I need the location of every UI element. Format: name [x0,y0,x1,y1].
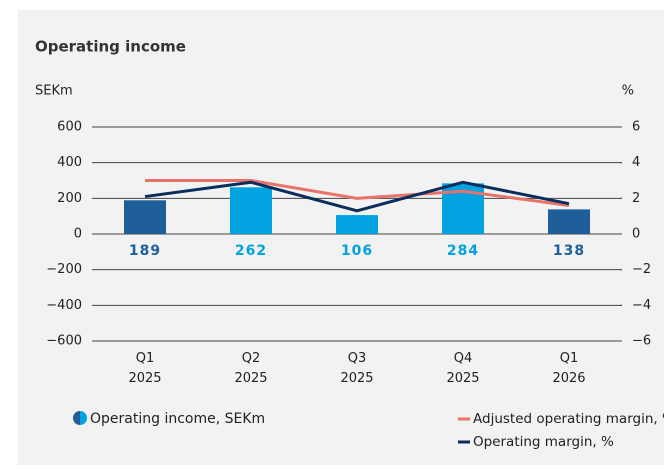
y2-tick-label: −4 [632,298,651,313]
bar [336,215,378,234]
y-tick-label: 200 [57,191,82,206]
x-tick-label: Q3 2025 [340,351,374,386]
bar [230,187,272,234]
legend-label: Operating income, SEKm [90,411,265,427]
panel [18,10,664,465]
y2-tick-label: 6 [632,120,640,135]
line [145,179,570,207]
y-axis-label: SEKm [35,84,73,99]
value-label: 138 [553,243,585,259]
y2-tick-label: 0 [632,227,640,242]
y2-tick-label: 2 [632,191,640,206]
bar [124,200,166,234]
y-tick-label: 600 [57,120,82,135]
legend-icon [80,411,87,425]
x-tick-label: Q1 2025 [128,351,162,386]
y2-axis-label: % [622,84,634,99]
x-tick-label: Q2 2025 [234,351,268,386]
legend-icon [73,411,80,425]
x-tick-label: Q1 2026 [552,351,586,386]
y-tick-label: −600 [46,334,82,349]
bar [548,209,590,234]
x-tick-label: Q4 2025 [446,351,480,386]
y2-tick-label: −6 [632,334,651,349]
y2-tick-label: 4 [632,155,640,170]
value-label: 106 [341,243,373,259]
legend-label: Operating margin, % [473,434,614,450]
y2-tick-label: −2 [632,262,651,277]
y-tick-label: −200 [46,262,82,277]
legend-label: Adjusted operating margin, % [473,411,664,427]
value-label: 189 [129,243,161,259]
y-tick-label: −400 [46,298,82,313]
y-tick-label: 0 [74,227,82,242]
value-label: 262 [235,243,267,259]
value-label: 284 [447,243,479,259]
line [144,180,570,213]
chart-title: Operating income [35,38,186,56]
y-tick-label: 400 [57,155,82,170]
